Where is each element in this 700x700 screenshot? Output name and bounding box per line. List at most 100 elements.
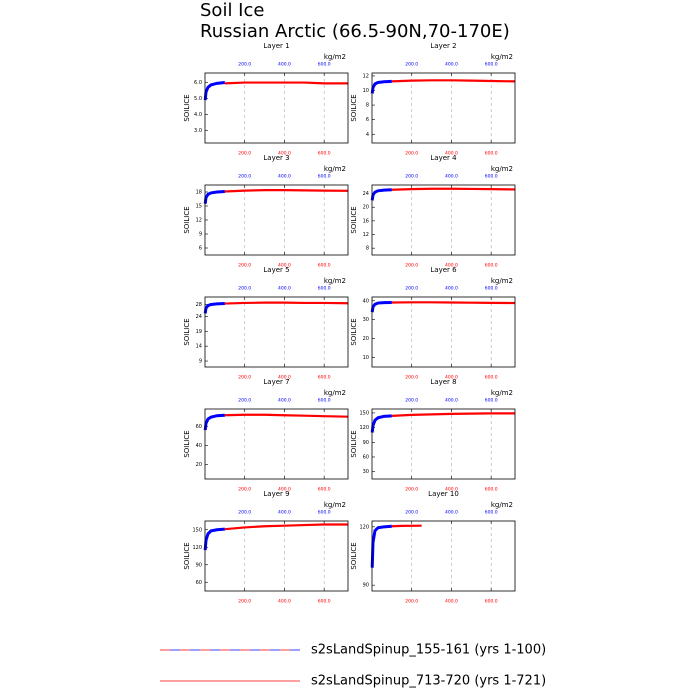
plot-frame [204,520,349,592]
x-tick-label: 200.0 [405,151,418,157]
y-tick-label: 90 [363,583,369,589]
y-tick-label: 12 [363,73,369,79]
panel-title: Layer 5 [263,266,289,274]
panel-title: Layer 10 [428,490,459,498]
y-tick-label: 8 [366,246,369,252]
panel-title: Layer 8 [430,378,456,386]
y-tick-label: 60 [196,424,202,430]
y-tick-label: 4.0 [194,112,202,118]
x2-tick-label: 200.0 [238,62,251,68]
x-tick-label: 200.0 [405,263,418,269]
panel-title: Layer 9 [263,490,289,498]
data-line [370,414,392,433]
y-tick-label: 14 [196,344,202,350]
x2-tick-label: 600.0 [318,62,331,68]
x-tick-label: 600.0 [318,263,331,269]
y-axis-label: SOILICE [183,318,191,345]
data-line [203,81,226,101]
x-tick-label: 200.0 [405,487,418,493]
y-axis-label: SOILICE [350,94,358,121]
y-tick-label: 24 [196,314,202,320]
y-tick-label: 12 [363,232,369,238]
x-tick-label: 600.0 [485,151,498,157]
legend-label: s2sLandSpinup_155-161 (yrs 1-100) [311,643,546,658]
x-tick-label: 400.0 [278,151,291,157]
y-tick-label: 20 [363,205,369,211]
plot-frame [371,408,516,480]
x2-tick-label: 200.0 [238,174,251,180]
x-tick-label: 200.0 [238,151,251,157]
y-axis-label: SOILICE [183,206,191,233]
plot-frame [204,296,349,368]
x2-tick-label: 200.0 [405,398,418,404]
y-tick-label: 5.0 [194,96,202,102]
data-line [391,524,422,528]
x2-tick-label: 400.0 [278,398,291,404]
x2-tick-label: 200.0 [238,510,251,516]
x-tick-label: 600.0 [318,151,331,157]
y-tick-label: 120 [359,425,369,431]
data-line [203,413,225,431]
y-tick-label: 10 [363,88,369,94]
data-line [224,301,349,305]
y-tick-label: 20 [363,336,369,342]
x-tick-label: 200.0 [405,375,418,381]
plot-frame [371,184,516,256]
x-tick-label: 200.0 [238,599,251,605]
data-line [391,187,516,191]
y-tick-label: 90 [196,562,202,568]
x-tick-label: 400.0 [445,599,458,605]
x2-tick-label: 600.0 [485,62,498,68]
y-tick-label: 28 [196,302,202,308]
plot-frame [371,72,516,144]
x2-tick-label: 400.0 [445,62,458,68]
y-tick-label: 9 [199,232,202,238]
y-tick-label: 40 [196,443,202,449]
x-tick-label: 400.0 [445,151,458,157]
data-line [224,189,349,193]
panel-title: Layer 4 [430,154,457,162]
plot-frame [371,520,516,592]
x2-tick-label: 400.0 [445,398,458,404]
y-axis-label: SOILICE [350,430,358,457]
y-tick-label: 120 [359,524,369,530]
x-tick-label: 600.0 [318,599,331,605]
x-tick-label: 200.0 [238,263,251,269]
y-tick-label: 40 [363,298,369,304]
units-label: kg/m2 [491,501,513,509]
data-line [224,413,349,418]
y-axis-label: SOILICE [350,206,358,233]
x2-tick-label: 600.0 [318,510,331,516]
y-tick-label: 6.0 [194,80,202,86]
x-tick-label: 400.0 [278,599,291,605]
plot-frame [204,408,349,480]
y-tick-label: 15 [196,204,202,210]
plot-frame [371,296,516,368]
x2-tick-label: 600.0 [485,510,498,516]
y-tick-label: 24 [363,191,369,197]
x-tick-label: 600.0 [485,263,498,269]
x-tick-label: 400.0 [445,263,458,269]
x2-tick-label: 200.0 [405,510,418,516]
y-tick-label: 8 [366,103,369,109]
x-tick-label: 400.0 [278,375,291,381]
units-label: kg/m2 [324,277,346,285]
x2-tick-label: 400.0 [445,510,458,516]
x-tick-label: 600.0 [485,487,498,493]
y-tick-label: 10 [363,355,369,361]
x2-tick-label: 600.0 [318,398,331,404]
plot-frame [204,72,349,144]
y-tick-label: 18 [196,190,202,196]
panel-title: Layer 2 [430,42,456,50]
y-axis-label: SOILICE [350,542,358,569]
units-label: kg/m2 [491,389,513,397]
y-axis-label: SOILICE [350,318,358,345]
x-tick-label: 600.0 [318,375,331,381]
y-tick-label: 20 [196,462,202,468]
y-tick-label: 150 [192,527,202,533]
y-tick-label: 6 [366,117,369,123]
legend-label: s2sLandSpinup_713-720 (yrs 1-721) [311,674,546,689]
y-axis-label: SOILICE [183,542,191,569]
x-tick-label: 600.0 [485,599,498,605]
